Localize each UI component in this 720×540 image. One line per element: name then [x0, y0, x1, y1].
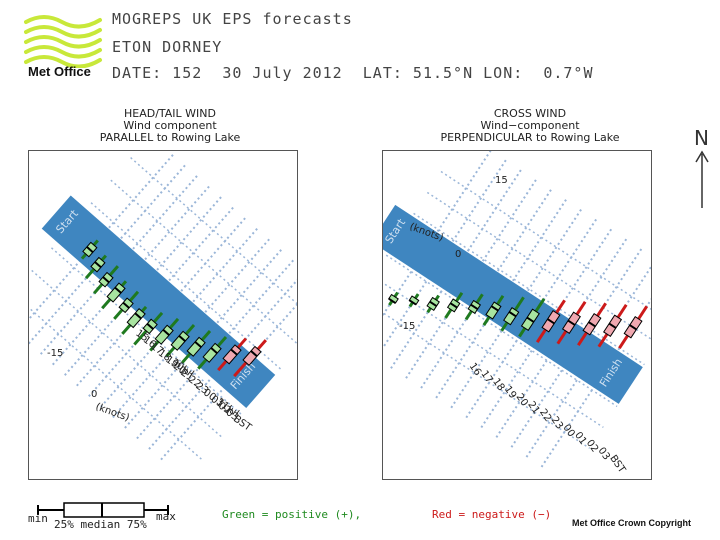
rowing-lake [41, 195, 276, 408]
time-gridline [74, 206, 234, 389]
time-gridline [37, 175, 198, 358]
box-median [408, 299, 417, 306]
box-median [388, 297, 397, 304]
box-median [178, 335, 186, 342]
time-label: BST [607, 453, 628, 476]
left-title-line-1: HEAD/TAIL WIND [123, 107, 216, 120]
box-iqr [154, 324, 174, 345]
box-iqr [202, 342, 222, 363]
copyright: Met Office Crown Copyright [572, 518, 691, 528]
positive-note: Green = positive (+), [222, 508, 362, 521]
box-iqr [106, 282, 126, 303]
box-median [588, 321, 596, 328]
unit-label: (knots) [94, 401, 131, 423]
value-gridline [385, 254, 618, 408]
box-iqr [170, 330, 190, 351]
left-title-line-2: Wind component [123, 119, 217, 132]
value-tick-label: 15 [495, 175, 508, 186]
box-median [114, 286, 122, 294]
right-panel: Start Finish 16 17 18 19 20 21 22 23 00 01 02 03 BST 15… [358, 149, 673, 480]
box-median [508, 311, 517, 318]
box-median [547, 318, 555, 325]
box-iqr [222, 344, 242, 365]
cross-wind-chart: StartFinish161718192021222300010203BST15… [358, 149, 673, 476]
value-tick-label: -15 [47, 348, 63, 359]
boxplot-legend [37, 502, 169, 518]
box-median [250, 350, 258, 358]
negative-note: Red = negative (−) [432, 508, 552, 521]
time-gridline [86, 217, 246, 400]
north-arrow-icon [695, 150, 709, 208]
legend-box [63, 502, 145, 518]
box-iqr [186, 336, 206, 357]
brand-name: Met Office [28, 64, 91, 79]
box-median [608, 322, 617, 329]
box-median [210, 347, 218, 354]
right-title-line-2: Wind−component [480, 119, 580, 132]
value-gridline [130, 157, 321, 325]
box-median [146, 323, 154, 330]
box-median [86, 246, 94, 253]
box-median [567, 319, 576, 326]
left-title-line-3: PARALLEL to Rowing Lake [99, 131, 241, 144]
value-gridline [31, 269, 222, 438]
left-panel-title: HEAD/TAIL WIND Wind component PARALLEL t… [30, 108, 310, 144]
right-panel-title: CROSS WIND Wind−component PERPENDICULAR … [390, 108, 670, 144]
box-iqr [242, 345, 262, 366]
north-label: N [694, 126, 709, 150]
value-tick-label: 0 [91, 389, 97, 400]
box-median [429, 300, 438, 307]
right-title-line-1: CROSS WIND [493, 107, 567, 120]
legend-max-label: max [156, 510, 176, 523]
box-median [526, 316, 535, 323]
box-median [122, 301, 130, 309]
box-median [449, 302, 458, 309]
value-tick-label: -15 [399, 321, 415, 332]
date-location-line: DATE: 152 30 July 2012 LAT: 51.5°N LON: … [112, 64, 594, 82]
value-gridline [11, 292, 202, 460]
box-median [490, 305, 499, 312]
rowing-lake [371, 204, 643, 404]
logo-swooshes [24, 15, 102, 68]
value-gridline [426, 191, 659, 345]
value-gridline [90, 202, 281, 370]
value-gridline [440, 170, 673, 324]
value-tick-label: 0 [455, 249, 461, 260]
location-name: ETON DORNEY [112, 38, 223, 56]
box-median [230, 348, 238, 356]
box-iqr [408, 295, 420, 306]
legend-min-label: min [28, 512, 48, 525]
box-iqr [503, 307, 520, 326]
value-gridline [413, 212, 645, 366]
legend-quartiles-label: 25% median 75% [54, 518, 147, 531]
page-title: MOGREPS UK EPS forecasts [112, 10, 353, 28]
box-median [470, 303, 479, 310]
left-panel: Start Finish BST 03 02 01 00 31Jul 23 22 21 20 19 18… [11, 150, 321, 480]
time-gridline [122, 249, 282, 431]
box-iqr [485, 301, 502, 320]
box-median [94, 261, 102, 269]
met-office-logo [24, 15, 102, 68]
box-median [102, 276, 110, 284]
box-median [629, 324, 637, 331]
box-median [162, 329, 170, 336]
box-iqr [126, 308, 146, 329]
box-median [134, 312, 142, 320]
right-title-line-3: PERPENDICULAR to Rowing Lake [440, 131, 620, 144]
box-median [194, 341, 202, 348]
value-gridline [110, 179, 301, 347]
